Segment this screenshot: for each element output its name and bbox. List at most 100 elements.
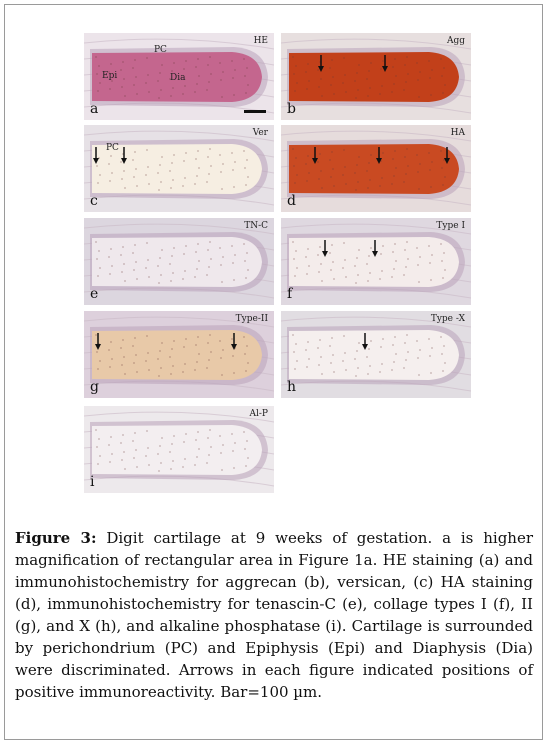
cell-dot bbox=[294, 275, 296, 277]
cell-dot bbox=[161, 64, 163, 66]
cell-dot bbox=[395, 167, 397, 169]
cell-dot bbox=[391, 369, 393, 371]
cell-dot bbox=[403, 367, 405, 369]
cell-dot bbox=[320, 356, 322, 358]
cell-dot bbox=[295, 343, 297, 345]
cell-dot bbox=[345, 369, 347, 371]
panel-i-image bbox=[84, 411, 274, 487]
cell-dot bbox=[136, 371, 138, 373]
cell-dot bbox=[443, 345, 445, 347]
cell-dot bbox=[161, 437, 163, 439]
cell-dot bbox=[417, 357, 419, 359]
cell-dot bbox=[206, 181, 208, 183]
cell-dot bbox=[245, 184, 247, 186]
panel-h-stain-label: Type -X bbox=[430, 314, 465, 324]
cell-dot bbox=[418, 281, 420, 283]
arrow-icon bbox=[231, 333, 237, 350]
cell-dot bbox=[170, 373, 172, 375]
cell-dot bbox=[198, 353, 200, 355]
cell-dot bbox=[246, 252, 248, 254]
cell-dot bbox=[173, 62, 175, 64]
cell-dot bbox=[231, 60, 233, 62]
cell-dot bbox=[171, 443, 173, 445]
cell-dot bbox=[419, 163, 421, 165]
cell-dot bbox=[183, 346, 185, 348]
cell-dot bbox=[404, 342, 406, 344]
cell-dot bbox=[419, 71, 421, 73]
cell-dot bbox=[317, 347, 319, 349]
cell-dot bbox=[99, 455, 101, 457]
cell-dot bbox=[381, 363, 383, 365]
cell-dot bbox=[382, 338, 384, 340]
cell-dot bbox=[380, 68, 382, 70]
arrow-icon bbox=[382, 55, 388, 72]
cell-dot bbox=[148, 464, 150, 466]
cell-dot bbox=[430, 94, 432, 96]
cell-dot bbox=[245, 370, 247, 372]
cell-dot bbox=[333, 371, 335, 373]
cell-dot bbox=[292, 241, 294, 243]
panel-e-image bbox=[84, 223, 274, 299]
cell-dot bbox=[195, 66, 197, 68]
cell-dot bbox=[368, 70, 370, 72]
cell-dot bbox=[244, 167, 246, 169]
cell-dot bbox=[366, 356, 368, 358]
cell-dot bbox=[343, 242, 345, 244]
cell-dot bbox=[184, 363, 186, 365]
cell-dot bbox=[442, 370, 444, 372]
cell-dot bbox=[209, 429, 211, 431]
cell-dot bbox=[232, 77, 234, 79]
panel-c-annotation: PC bbox=[106, 143, 119, 153]
cell-dot bbox=[219, 340, 221, 342]
cell-dot bbox=[305, 163, 307, 165]
cell-dot bbox=[332, 261, 334, 263]
cell-dot bbox=[108, 349, 110, 351]
cell-dot bbox=[366, 170, 368, 172]
cell-dot bbox=[245, 465, 247, 467]
cell-dot bbox=[367, 373, 369, 375]
cell-dot bbox=[96, 351, 98, 353]
cell-dot bbox=[307, 63, 309, 65]
cell-dot bbox=[443, 159, 445, 161]
cell-dot bbox=[368, 348, 370, 350]
cell-dot bbox=[158, 189, 160, 191]
cell-dot bbox=[444, 176, 446, 178]
cell-dot bbox=[182, 466, 184, 468]
cell-dot bbox=[243, 150, 245, 152]
cell-dot bbox=[404, 249, 406, 251]
cell-dot bbox=[147, 166, 149, 168]
cell-dot bbox=[356, 72, 358, 74]
cell-dot bbox=[110, 436, 112, 438]
cell-dot bbox=[368, 162, 370, 164]
cell-dot bbox=[234, 254, 236, 256]
cell-dot bbox=[294, 90, 296, 92]
cell-dot bbox=[197, 150, 199, 152]
cell-dot bbox=[121, 86, 123, 88]
cell-dot bbox=[330, 362, 332, 364]
arrow-icon bbox=[318, 55, 324, 72]
cell-dot bbox=[443, 252, 445, 254]
cell-dot bbox=[394, 243, 396, 245]
cell-dot bbox=[357, 181, 359, 183]
cell-dot bbox=[317, 254, 319, 256]
panel-a-annotation: Dia bbox=[170, 73, 186, 83]
cell-dot bbox=[135, 354, 137, 356]
cell-dot bbox=[444, 269, 446, 271]
cell-dot bbox=[145, 360, 147, 362]
cell-dot bbox=[207, 156, 209, 158]
cell-dot bbox=[330, 176, 332, 178]
cell-dot bbox=[244, 448, 246, 450]
cell-dot bbox=[318, 86, 320, 88]
cell-dot bbox=[419, 349, 421, 351]
cell-dot bbox=[195, 251, 197, 253]
panel-a-annotation: PC bbox=[154, 45, 167, 55]
cell-dot bbox=[247, 269, 249, 271]
cell-dot bbox=[355, 189, 357, 191]
cell-dot bbox=[220, 171, 222, 173]
cell-dot bbox=[296, 267, 298, 269]
cell-dot bbox=[98, 65, 100, 67]
cell-dot bbox=[145, 267, 147, 269]
cell-dot bbox=[319, 246, 321, 248]
cell-dot bbox=[306, 88, 308, 90]
cell-dot bbox=[160, 89, 162, 91]
